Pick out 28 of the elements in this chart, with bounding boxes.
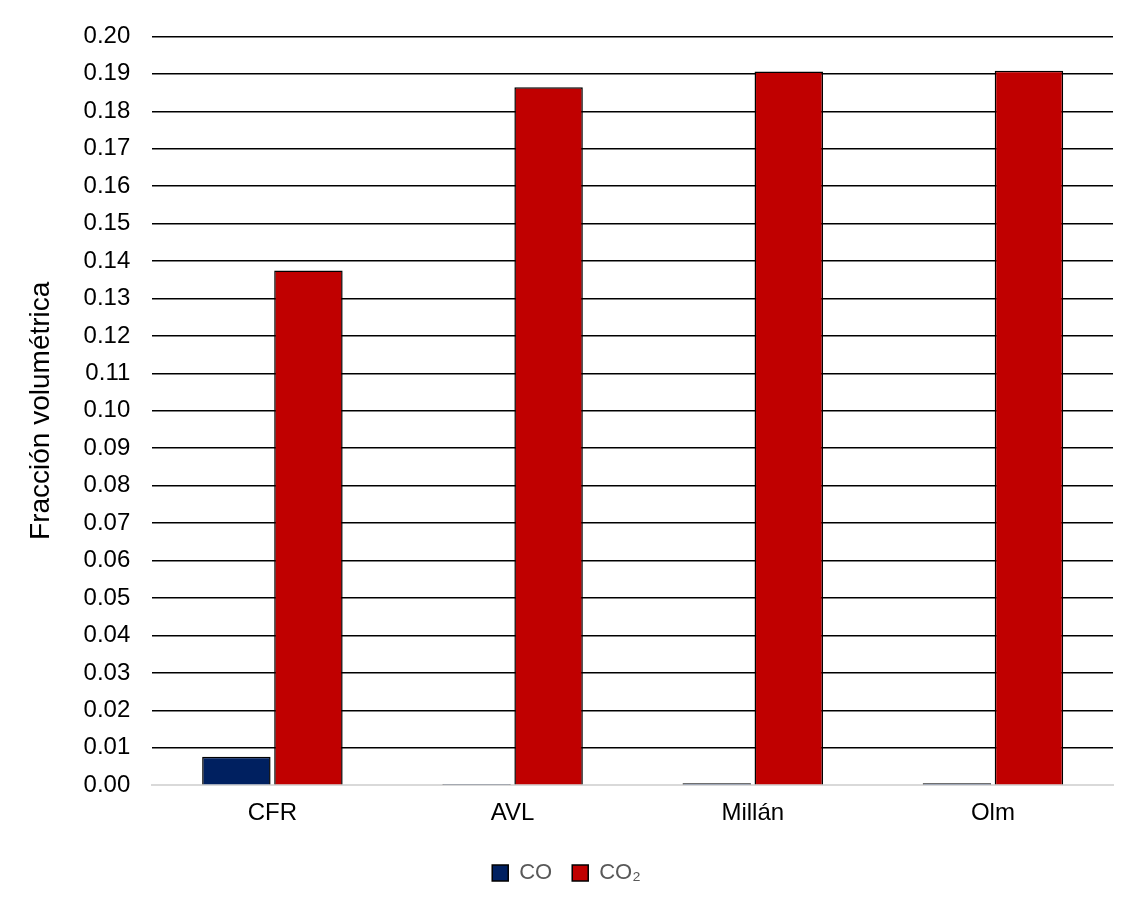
y-tick-label: 0.13 (83, 283, 131, 311)
x-tick-label: CFR (247, 798, 298, 826)
y-tick-label: 0.16 (83, 170, 131, 198)
y-tick-label: 0.01 (83, 732, 131, 760)
y-tick-label: 0.09 (83, 432, 131, 460)
y-tick-label: 0.05 (83, 582, 131, 610)
y-tick-label: 0.00 (83, 769, 131, 797)
y-tick-label: 0.12 (83, 320, 131, 348)
y-tick-label: 0.06 (83, 545, 131, 573)
legend-label: CO₂ (599, 859, 641, 885)
y-tick-label: 0.17 (83, 133, 131, 161)
y-tick-label: 0.19 (83, 58, 131, 86)
y-tick-label: 0.03 (83, 657, 131, 685)
y-tick-label: 0.08 (83, 470, 131, 498)
y-tick-label: 0.07 (83, 507, 131, 535)
x-tick-label: Millán (721, 798, 785, 826)
y-tick-label: 0.10 (83, 395, 131, 423)
y-tick-label: 0.15 (83, 208, 131, 236)
y-tick-label: 0.18 (83, 95, 131, 123)
x-tick-label: AVL (490, 798, 535, 826)
legend-label: CO (519, 859, 553, 885)
y-axis-title: Fracción volumétrica (23, 281, 55, 540)
x-tick-label: Olm (970, 798, 1015, 826)
y-tick-label: 0.14 (83, 245, 131, 273)
y-tick-label: 0.02 (83, 694, 131, 722)
y-tick-label: 0.20 (83, 21, 131, 49)
y-tick-label: 0.11 (85, 357, 131, 385)
y-tick-label: 0.04 (83, 620, 131, 648)
